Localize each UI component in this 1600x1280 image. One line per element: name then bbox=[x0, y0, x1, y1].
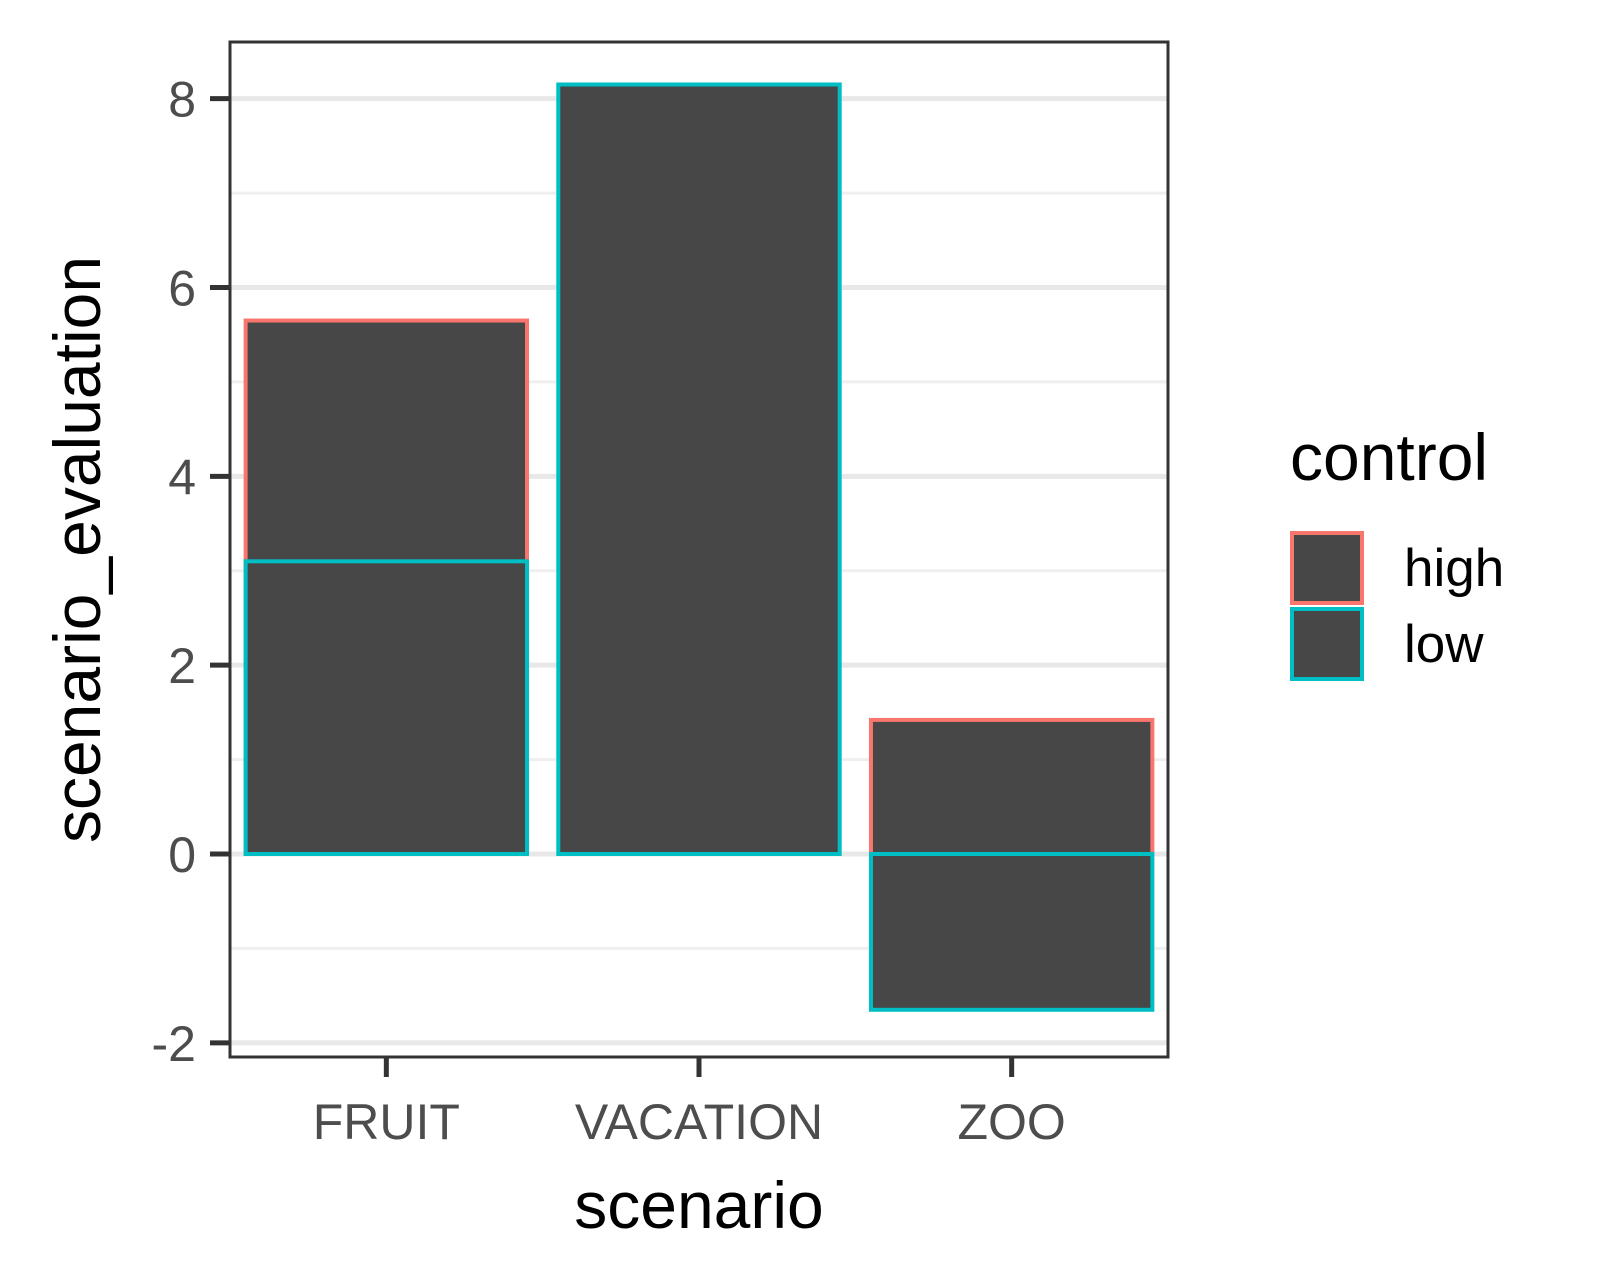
y-tick-label: 0 bbox=[168, 827, 196, 883]
y-axis: -2 0 2 4 6 8 bbox=[152, 72, 230, 1072]
y-tick-label: 8 bbox=[168, 72, 196, 128]
bars bbox=[243, 82, 1155, 1012]
y-tick-label: 4 bbox=[168, 449, 196, 505]
bar-fruit-low bbox=[243, 559, 530, 856]
bar-zoo-high bbox=[868, 717, 1155, 857]
x-tick-label-vacation: VACATION bbox=[575, 1094, 823, 1150]
x-axis-title: scenario bbox=[574, 1168, 823, 1242]
bar-vacation-low bbox=[556, 82, 842, 857]
legend-items: high low bbox=[1290, 531, 1504, 681]
legend-key-high bbox=[1290, 531, 1364, 605]
y-tick-label: -2 bbox=[152, 1016, 196, 1072]
x-axis: FRUIT VACATION ZOO bbox=[313, 1057, 1066, 1150]
y-tick-label: 2 bbox=[168, 638, 196, 694]
legend-label-low: low bbox=[1404, 615, 1484, 674]
y-tick-label: 6 bbox=[168, 260, 196, 316]
legend-label-high: high bbox=[1404, 539, 1504, 598]
x-tick-label-fruit: FRUIT bbox=[313, 1094, 460, 1150]
legend-key-low bbox=[1290, 607, 1364, 681]
bar-zoo-low bbox=[868, 852, 1155, 1012]
legend: control high low bbox=[1290, 420, 1504, 681]
y-axis-title: scenario_evaluation bbox=[40, 256, 114, 843]
legend-title: control bbox=[1290, 420, 1488, 494]
x-tick-label-zoo: ZOO bbox=[958, 1094, 1066, 1150]
